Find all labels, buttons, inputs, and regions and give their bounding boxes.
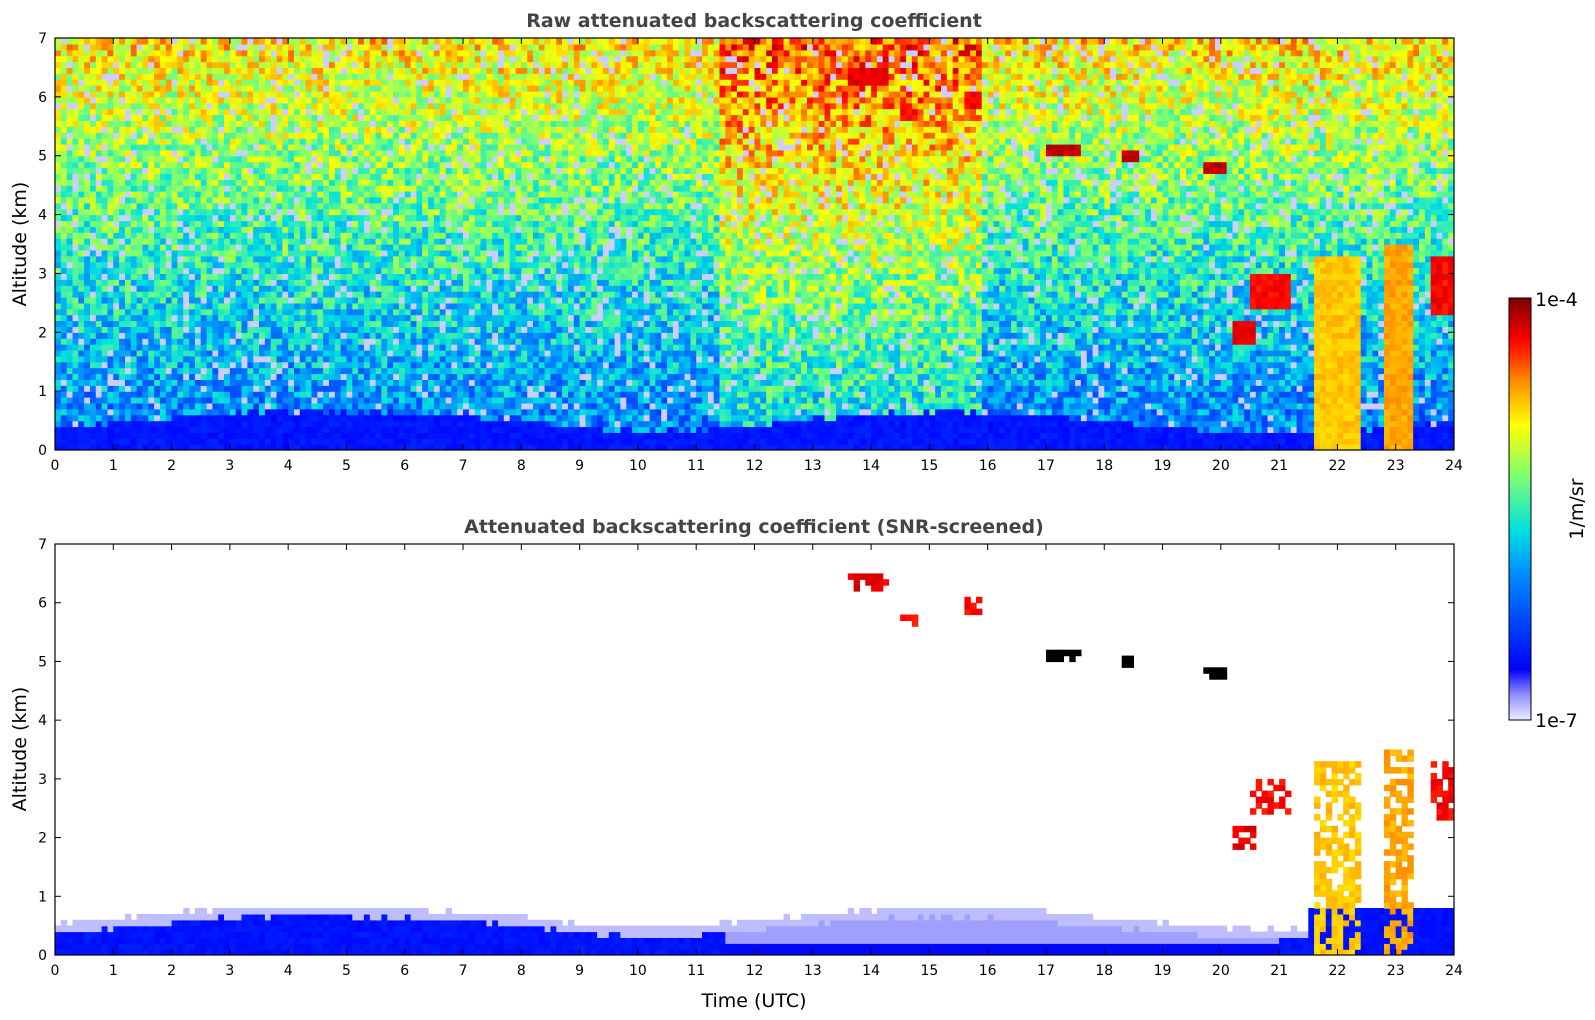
x-tick-label: 16 bbox=[979, 458, 997, 474]
x-tick-label: 10 bbox=[629, 963, 647, 979]
colorbar-unit-label: 1/m/sr bbox=[1566, 478, 1588, 539]
y-tick-label: 7 bbox=[38, 537, 47, 553]
x-tick-label: 0 bbox=[51, 458, 60, 474]
x-tick-label: 5 bbox=[342, 963, 351, 979]
y-tick-label: 6 bbox=[38, 596, 47, 612]
panel1-title: Raw attenuated backscattering coefficien… bbox=[526, 10, 982, 32]
x-tick-label: 6 bbox=[400, 458, 409, 474]
x-tick-label: 7 bbox=[459, 458, 468, 474]
x-tick-label: 18 bbox=[1095, 458, 1113, 474]
x-tick-label: 13 bbox=[804, 963, 822, 979]
x-tick-label: 15 bbox=[920, 963, 938, 979]
colorbar-min-label: 1e-7 bbox=[1535, 710, 1578, 732]
panel2-title: Attenuated backscattering coefficient (S… bbox=[464, 516, 1044, 538]
x-tick-label: 9 bbox=[575, 963, 584, 979]
y-tick-label: 0 bbox=[38, 443, 47, 459]
x-tick-label: 0 bbox=[51, 963, 60, 979]
x-tick-label: 16 bbox=[979, 963, 997, 979]
x-tick-label: 21 bbox=[1270, 963, 1288, 979]
x-tick-label: 2 bbox=[167, 458, 176, 474]
x-tick-label: 1 bbox=[109, 458, 118, 474]
x-tick-label: 12 bbox=[746, 963, 764, 979]
x-tick-label: 12 bbox=[746, 458, 764, 474]
x-tick-label: 3 bbox=[225, 458, 234, 474]
y-tick-label: 7 bbox=[38, 31, 47, 47]
y-tick-label: 3 bbox=[38, 772, 47, 788]
y-tick-label: 6 bbox=[38, 90, 47, 106]
x-tick-label: 5 bbox=[342, 458, 351, 474]
x-tick-label: 13 bbox=[804, 458, 822, 474]
x-tick-label: 20 bbox=[1212, 458, 1230, 474]
x-tick-label: 18 bbox=[1095, 963, 1113, 979]
y-tick-label: 5 bbox=[38, 654, 47, 670]
x-tick-label: 24 bbox=[1445, 963, 1463, 979]
x-tick-label: 24 bbox=[1445, 458, 1463, 474]
panel2-y-ticks: 0 1 2 3 4 5 6 7 bbox=[38, 537, 1454, 964]
colorbar-max-label: 1e-4 bbox=[1535, 289, 1578, 311]
x-tick-label: 22 bbox=[1329, 963, 1347, 979]
x-tick-label: 3 bbox=[225, 963, 234, 979]
x-tick-label: 23 bbox=[1387, 963, 1405, 979]
y-tick-label: 2 bbox=[38, 831, 47, 847]
x-tick-label: 7 bbox=[459, 963, 468, 979]
panel2-heatmap bbox=[55, 544, 1454, 955]
panel1-y-ticks: 0 1 2 3 4 5 6 7 bbox=[38, 31, 1454, 459]
x-tick-label: 11 bbox=[687, 963, 705, 979]
x-tick-label: 1 bbox=[109, 963, 118, 979]
x-tick-label: 14 bbox=[862, 458, 880, 474]
x-tick-label: 10 bbox=[629, 458, 647, 474]
y-tick-label: 1 bbox=[38, 889, 47, 905]
x-tick-label: 4 bbox=[284, 458, 293, 474]
y-tick-label: 4 bbox=[38, 713, 47, 729]
y-tick-label: 4 bbox=[38, 208, 47, 224]
x-tick-label: 19 bbox=[1154, 458, 1172, 474]
panel2-y-label: Altitude (km) bbox=[9, 687, 31, 812]
x-tick-label: 17 bbox=[1037, 963, 1055, 979]
x-tick-label: 9 bbox=[575, 458, 584, 474]
y-tick-label: 0 bbox=[38, 948, 47, 964]
panel1-heatmap bbox=[55, 38, 1454, 450]
panel2-x-ticks: 0 1 2 3 4 5 6 7 8 9 10 11 12 13 14 15 16 17 18 19 20 21 22 23 24 bbox=[51, 544, 1463, 979]
panel1-y-label: Altitude (km) bbox=[9, 182, 31, 307]
y-tick-label: 1 bbox=[38, 384, 47, 400]
x-tick-label: 19 bbox=[1154, 963, 1172, 979]
x-tick-label: 22 bbox=[1329, 458, 1347, 474]
panel1-x-ticks: 0 1 2 3 4 5 6 7 8 9 10 11 12 13 14 15 16 17 18 19 20 21 22 23 24 bbox=[51, 38, 1463, 474]
y-tick-label: 2 bbox=[38, 325, 47, 341]
y-tick-label: 5 bbox=[38, 149, 47, 165]
x-tick-label: 21 bbox=[1270, 458, 1288, 474]
x-tick-label: 23 bbox=[1387, 458, 1405, 474]
y-tick-label: 3 bbox=[38, 266, 47, 282]
x-tick-label: 11 bbox=[687, 458, 705, 474]
panel2-x-label: Time (UTC) bbox=[700, 990, 806, 1012]
x-tick-label: 14 bbox=[862, 963, 880, 979]
x-tick-label: 20 bbox=[1212, 963, 1230, 979]
x-tick-label: 2 bbox=[167, 963, 176, 979]
x-tick-label: 8 bbox=[517, 963, 526, 979]
x-tick-label: 6 bbox=[400, 963, 409, 979]
x-tick-label: 4 bbox=[284, 963, 293, 979]
x-tick-label: 8 bbox=[517, 458, 526, 474]
x-tick-label: 15 bbox=[920, 458, 938, 474]
colorbar bbox=[1508, 297, 1532, 721]
x-tick-label: 17 bbox=[1037, 458, 1055, 474]
